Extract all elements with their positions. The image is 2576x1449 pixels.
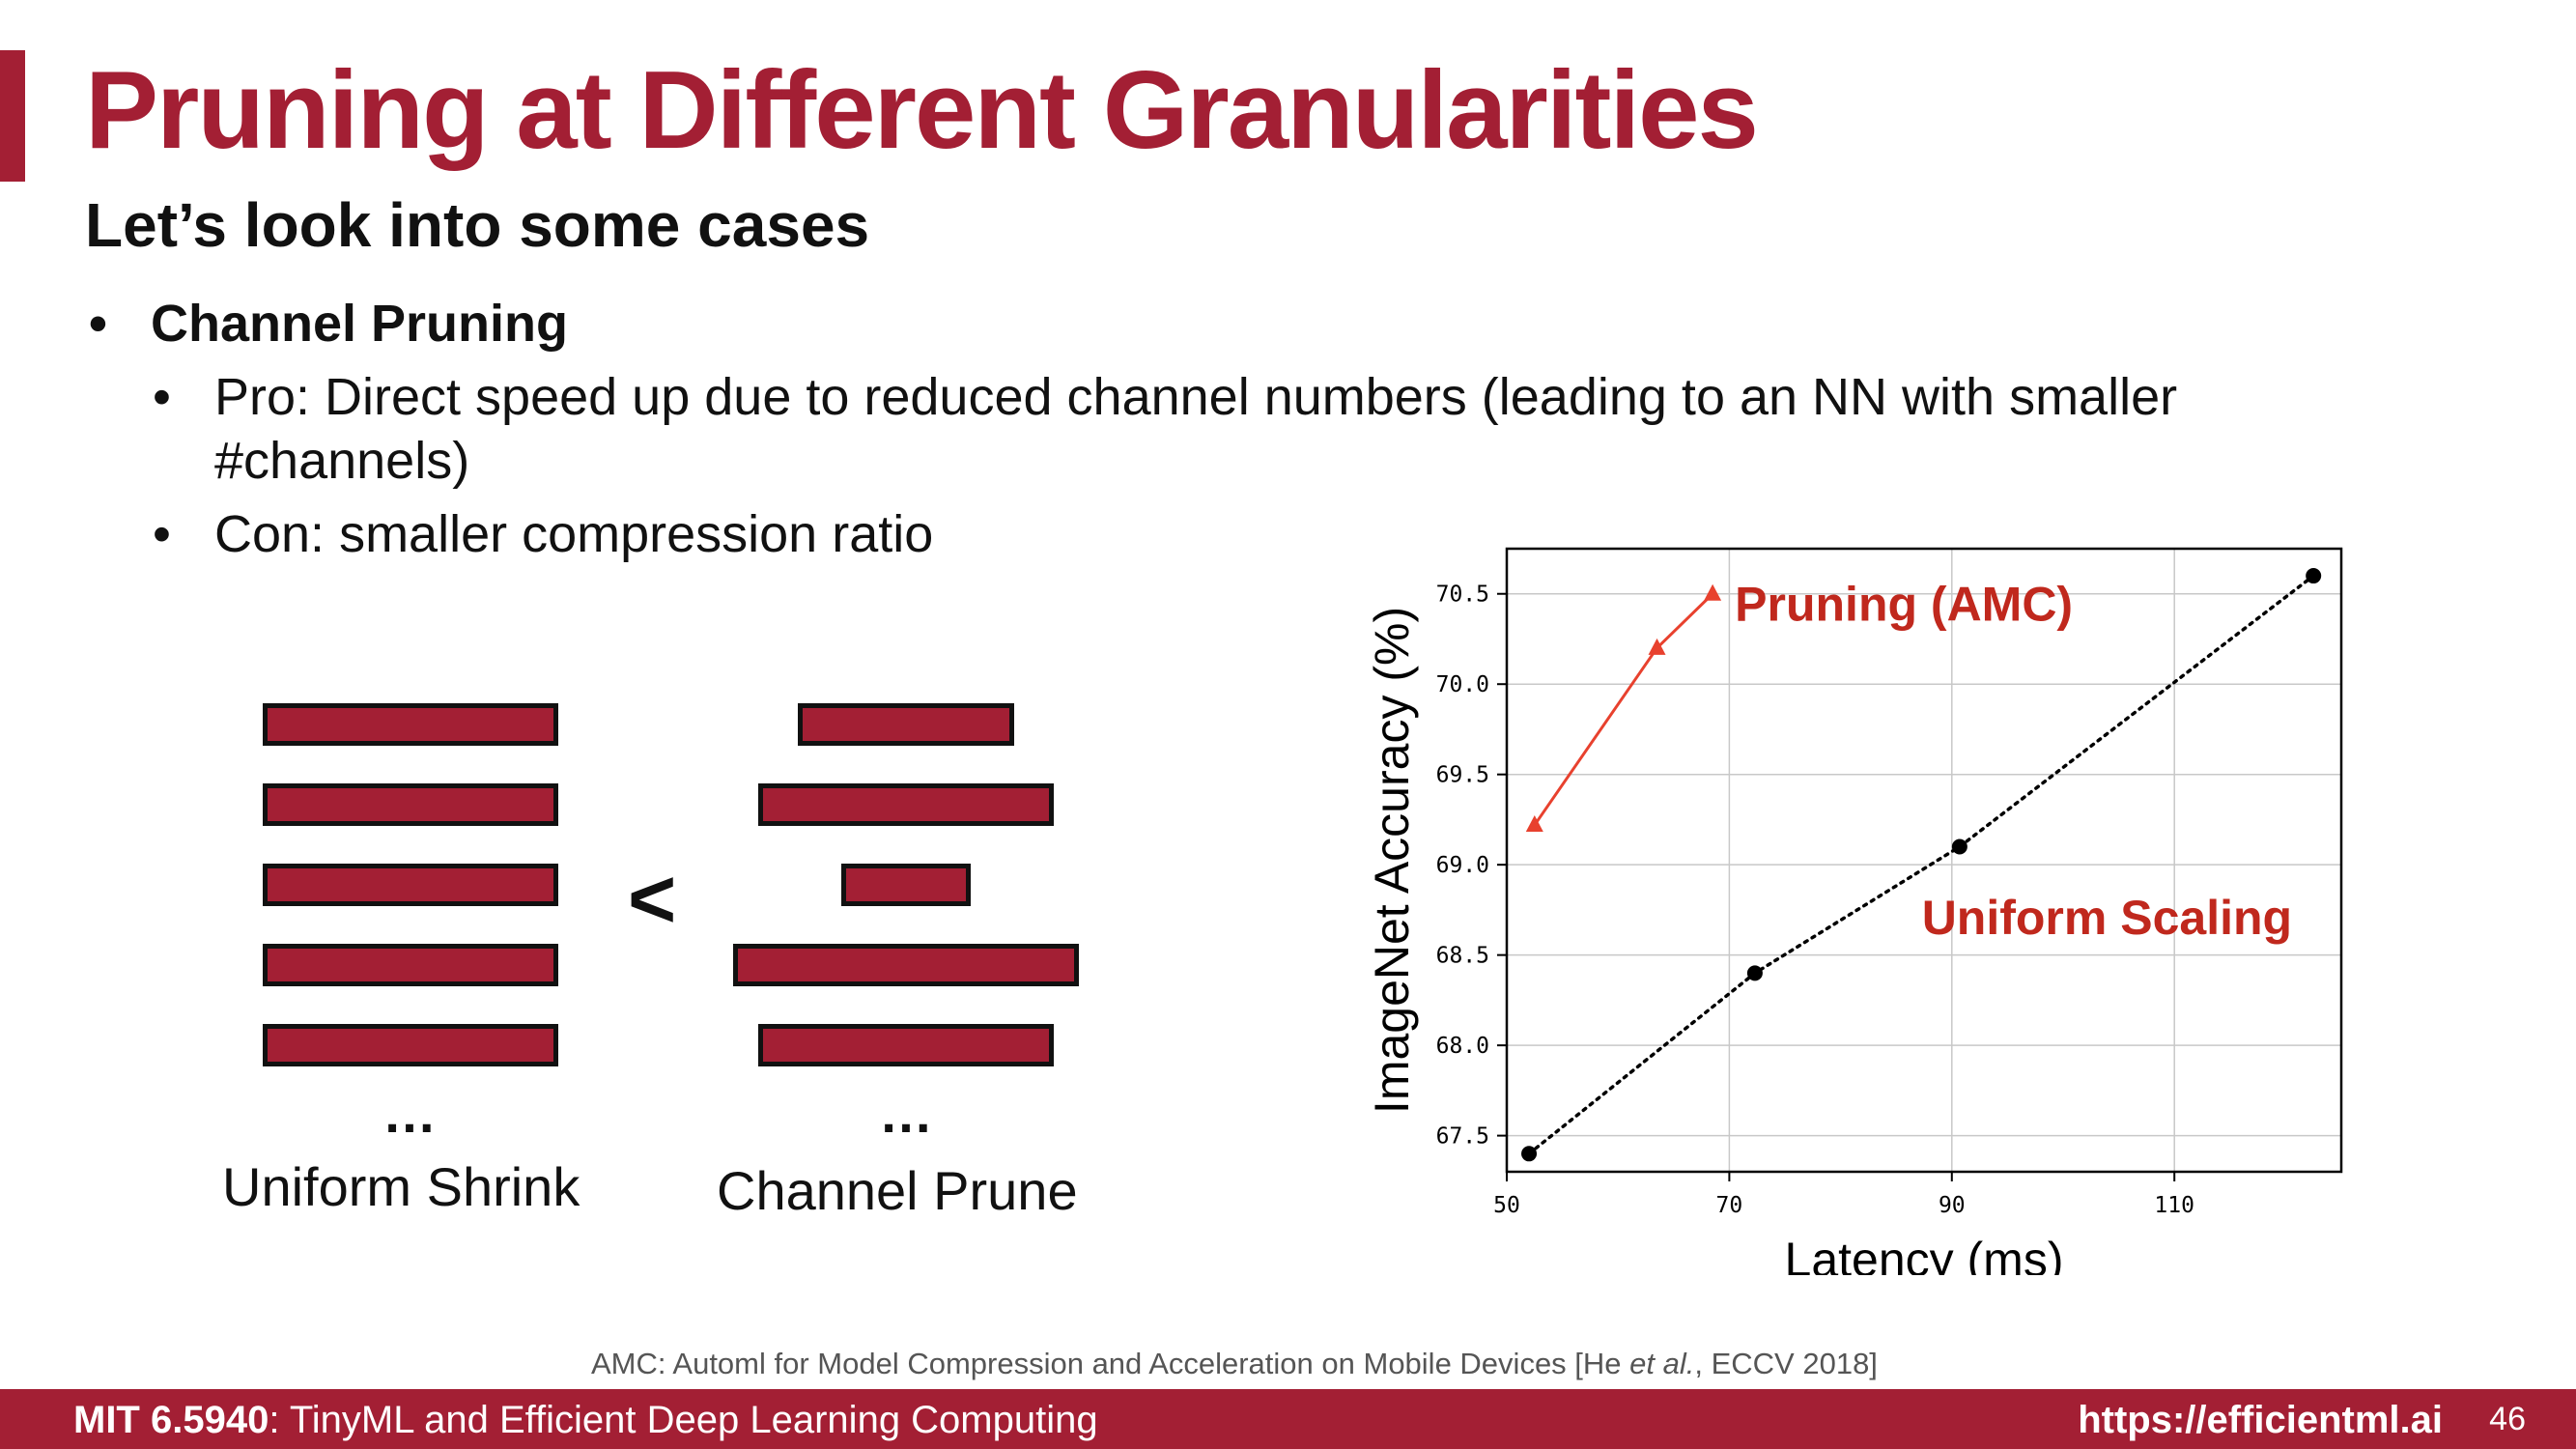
citation: AMC: Automl for Model Compression and Ac… <box>591 1347 1878 1381</box>
bullet-dot: • <box>89 295 107 353</box>
page-number: 46 <box>2489 1401 2526 1437</box>
x-tick-label: 90 <box>1939 1193 1966 1218</box>
pruned-channel-block <box>840 864 972 906</box>
plot-frame <box>1505 547 2343 1174</box>
x-tick-label: 50 <box>1493 1193 1520 1218</box>
citation-italic: et al. <box>1629 1347 1695 1380</box>
pruning-amc-point <box>1525 815 1543 833</box>
chart-grid <box>1506 549 2341 1172</box>
pruned-channel-block <box>798 703 1014 746</box>
y-tick-label: 68.5 <box>1436 944 1489 969</box>
bullet-text: Con: smaller compression ratio <box>214 505 934 563</box>
y-tick-label: 70.0 <box>1436 672 1489 697</box>
series-label-pruning-amc: Pruning (AMC) <box>1735 578 2073 632</box>
y-tick-label: 69.5 <box>1436 763 1489 788</box>
uniform-channel-block <box>263 864 558 906</box>
pruned-channel-block <box>732 944 1079 986</box>
y-tick-label: 68.0 <box>1436 1034 1489 1059</box>
course-url-link[interactable]: https://efficientml.ai <box>2078 1399 2443 1441</box>
uniform-shrink-caption: Uniform Shrink <box>222 1156 580 1217</box>
uniform-scaling-line <box>1527 574 2315 1156</box>
x-tick-label: 110 <box>2154 1193 2194 1218</box>
chart-series <box>1521 568 2322 1162</box>
bullet-dot: • <box>153 368 171 426</box>
slide-subtitle: Let’s look into some cases <box>85 190 870 260</box>
uniform-channel-block <box>263 783 558 826</box>
channel-illustration: … … < Uniform Shrink Channel Prune <box>0 0 1159 1256</box>
uniform-ellipsis: … <box>382 1083 437 1144</box>
pruning-amc-point <box>1704 583 1722 601</box>
bullet-pro: • Pro: Direct speed up due to reduced ch… <box>153 365 2178 429</box>
title-accent-bar <box>0 50 25 182</box>
uniform-scaling-point <box>1951 838 1967 855</box>
channel-prune-caption: Channel Prune <box>717 1160 1078 1221</box>
slide-title: Pruning at Different Granularities <box>85 49 1759 172</box>
uniform-scaling-point <box>1746 965 1763 981</box>
bullet-pro-continued: #channels) <box>214 432 470 490</box>
course-code: MIT 6.5940 <box>73 1399 269 1441</box>
citation-tail: , ECCV 2018] <box>1694 1347 1878 1380</box>
chart-ticks: 50 70 90 110 67.5 68.0 68.5 69.0 69.5 70.0 70.5 <box>1436 582 2194 1218</box>
bullet-text: Pro: Direct speed up due to reduced chan… <box>214 368 2178 426</box>
pruning-amc-point <box>1648 638 1666 655</box>
pruned-ellipsis: … <box>879 1083 933 1144</box>
pruned-channel-block <box>758 783 1054 826</box>
series-label-uniform-scaling: Uniform Scaling <box>1922 891 2292 945</box>
less-than-symbol: < <box>628 853 677 946</box>
course-name: MIT 6.5940: TinyML and Efficient Deep Le… <box>73 1399 1098 1442</box>
y-axis-label: ImageNet Accuracy (%) <box>1365 607 1419 1114</box>
pruned-channel-block <box>758 1024 1054 1066</box>
uniform-scaling-point <box>1521 1146 1538 1162</box>
y-tick-label: 70.5 <box>1436 582 1489 608</box>
y-tick-label: 69.0 <box>1436 853 1489 878</box>
x-tick-label: 70 <box>1716 1193 1743 1218</box>
bullet-con: • Con: smaller compression ratio <box>153 502 934 566</box>
x-axis-label: Latency (ms) <box>1785 1233 2064 1275</box>
y-tick-label: 67.5 <box>1436 1124 1489 1150</box>
pruning-amc-line <box>1533 592 1714 827</box>
bullet-channel-pruning: • Channel Pruning <box>89 292 568 355</box>
latency-accuracy-chart: 50 70 90 110 67.5 68.0 68.5 69.0 69.5 70.0 70.5 La… <box>1365 547 2343 1275</box>
citation-text: AMC: Automl for Model Compression and Ac… <box>591 1347 1630 1380</box>
uniform-channel-block <box>263 703 558 746</box>
footer-bar: MIT 6.5940: TinyML and Efficient Deep Le… <box>0 1389 2576 1449</box>
bullet-text: Channel Pruning <box>151 295 568 353</box>
uniform-scaling-point <box>2306 568 2322 584</box>
uniform-channel-block <box>263 1024 558 1066</box>
bullet-dot: • <box>153 505 171 563</box>
uniform-channel-block <box>263 944 558 986</box>
course-title: : TinyML and Efficient Deep Learning Com… <box>269 1399 1098 1441</box>
